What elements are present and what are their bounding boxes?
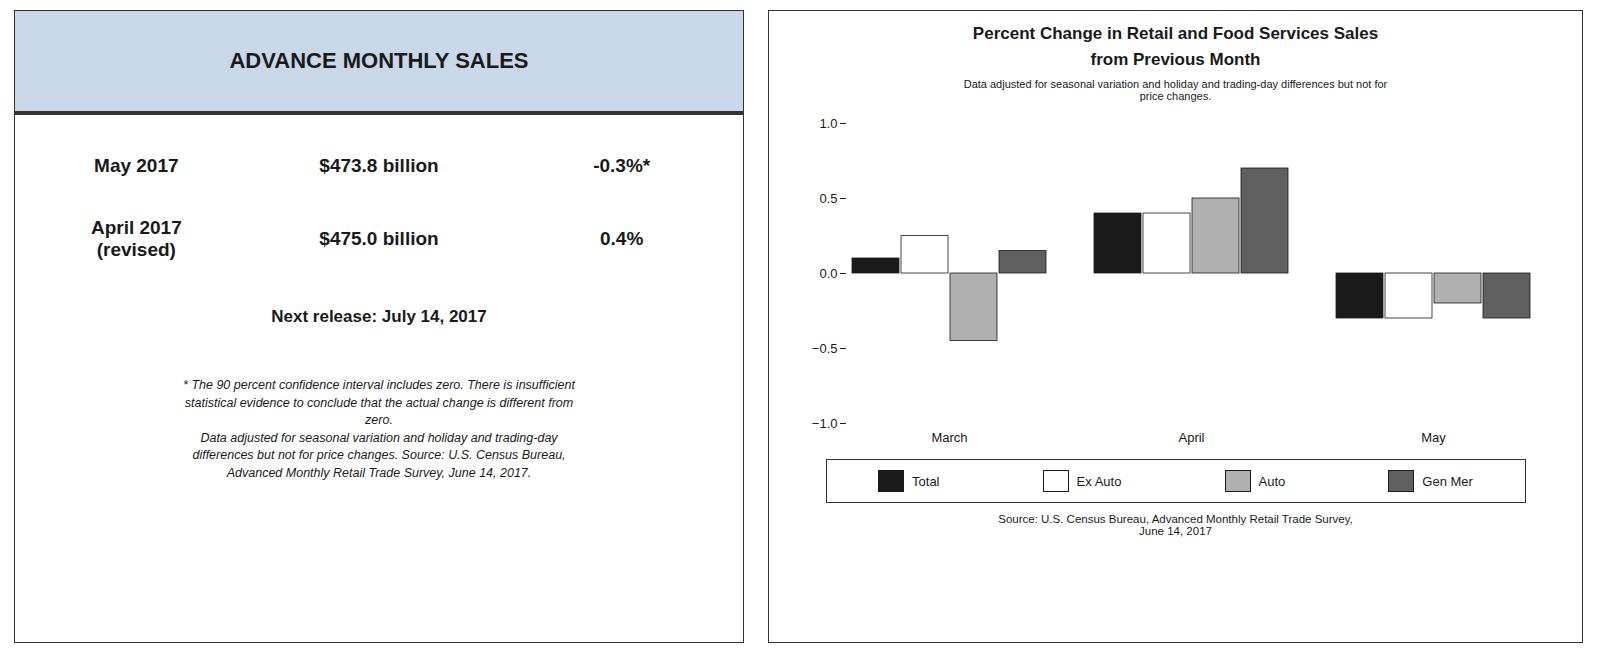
html-text:Ex Auto: Ex Auto (1076, 473, 1122, 489)
svg-text:−0.5: −0.5 (811, 341, 837, 356)
svg-text:May: May (1421, 430, 1446, 445)
html-text:Auto: Auto (1258, 473, 1286, 489)
html-text:Percent Change in Retail and F: Percent Change in Retail and Food Servic… (972, 24, 1379, 69)
svg-text:0.5: 0.5 (819, 191, 837, 206)
html-text:* The 90 percent confidence in: * The 90 percent confidence interval inc… (183, 378, 575, 480)
svg-text:April: April (1178, 430, 1204, 445)
html-text:-0.3%*: -0.3%* (593, 155, 651, 176)
svg-text:−1.0: −1.0 (811, 416, 837, 431)
html-text:April 2017 (revised): April 2017 (revised) (90, 217, 182, 260)
html-text:Total: Total (912, 473, 940, 489)
html-text:$475.0 billion: $475.0 billion (319, 228, 439, 249)
svg-text:March: March (931, 430, 967, 445)
html-text:Next release: July 14, 2017: Next release: July 14, 2017 (271, 307, 487, 326)
svg-text:0.0: 0.0 (819, 266, 837, 281)
html-text:Data adjusted for seasonal var: Data adjusted for seasonal variation and… (963, 78, 1388, 102)
html-text:Source: U.S. Census Bureau, Ad: Source: U.S. Census Bureau, Advanced Mon… (998, 513, 1353, 537)
html-text:ADVANCE MONTHLY SALES: ADVANCE MONTHLY SALES (229, 48, 529, 73)
html-text:0.4%: 0.4% (600, 228, 644, 249)
html-text:Gen Mer: Gen Mer (1422, 473, 1473, 489)
svg-text:1.0: 1.0 (819, 116, 837, 131)
html-text:$473.8 billion: $473.8 billion (319, 155, 439, 176)
html-text:May 2017: May 2017 (94, 155, 179, 176)
